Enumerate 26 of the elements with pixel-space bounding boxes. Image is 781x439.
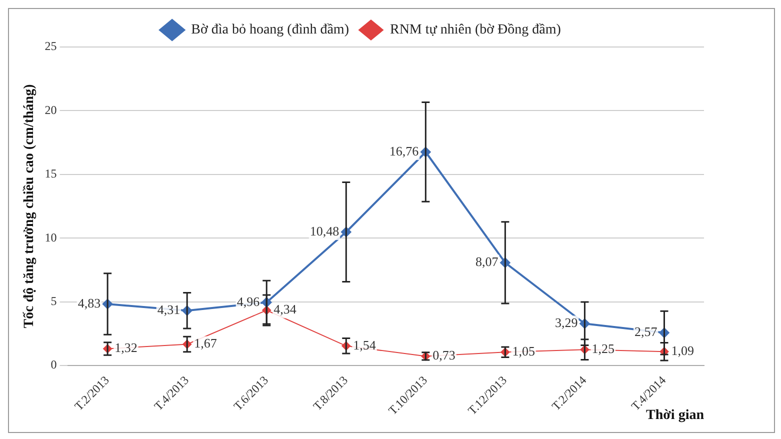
y-tick-label: 0 bbox=[50, 358, 57, 372]
y-tick-label: 20 bbox=[44, 102, 57, 117]
y-tick-label: 15 bbox=[44, 166, 57, 181]
data-label: 2,57 bbox=[634, 324, 658, 340]
legend-label: Bờ đìa bỏ hoang (đình đầm) bbox=[191, 22, 350, 38]
data-label: 10,48 bbox=[310, 223, 340, 238]
x-axis-title: Thời gian bbox=[646, 408, 704, 424]
data-label: 4,96 bbox=[236, 294, 260, 309]
data-label: 1,25 bbox=[592, 341, 614, 356]
y-tick-label: 10 bbox=[44, 230, 57, 244]
data-label: 4,34 bbox=[274, 302, 297, 317]
data-label: 8,07 bbox=[475, 254, 499, 270]
data-label: 1,05 bbox=[512, 344, 535, 359]
legend-label: RNM tự nhiên (bờ Đồng đầm) bbox=[390, 22, 562, 38]
data-label: 16,76 bbox=[389, 143, 420, 158]
data-label: 4,83 bbox=[78, 295, 101, 310]
data-label: 1,54 bbox=[353, 337, 376, 352]
data-label: 1,67 bbox=[194, 336, 218, 351]
data-label: 1,32 bbox=[114, 340, 138, 356]
data-label: 0,73 bbox=[432, 348, 456, 363]
data-label: 3,29 bbox=[554, 315, 578, 330]
y-tick-label: 5 bbox=[50, 294, 57, 308]
data-label: 4,31 bbox=[157, 302, 180, 318]
data-label: 1,09 bbox=[671, 343, 694, 358]
y-tick-label: 25 bbox=[44, 39, 57, 54]
y-axis-title: Tốc độ tăng trưởng chiều cao (cm/tháng) bbox=[22, 84, 38, 328]
